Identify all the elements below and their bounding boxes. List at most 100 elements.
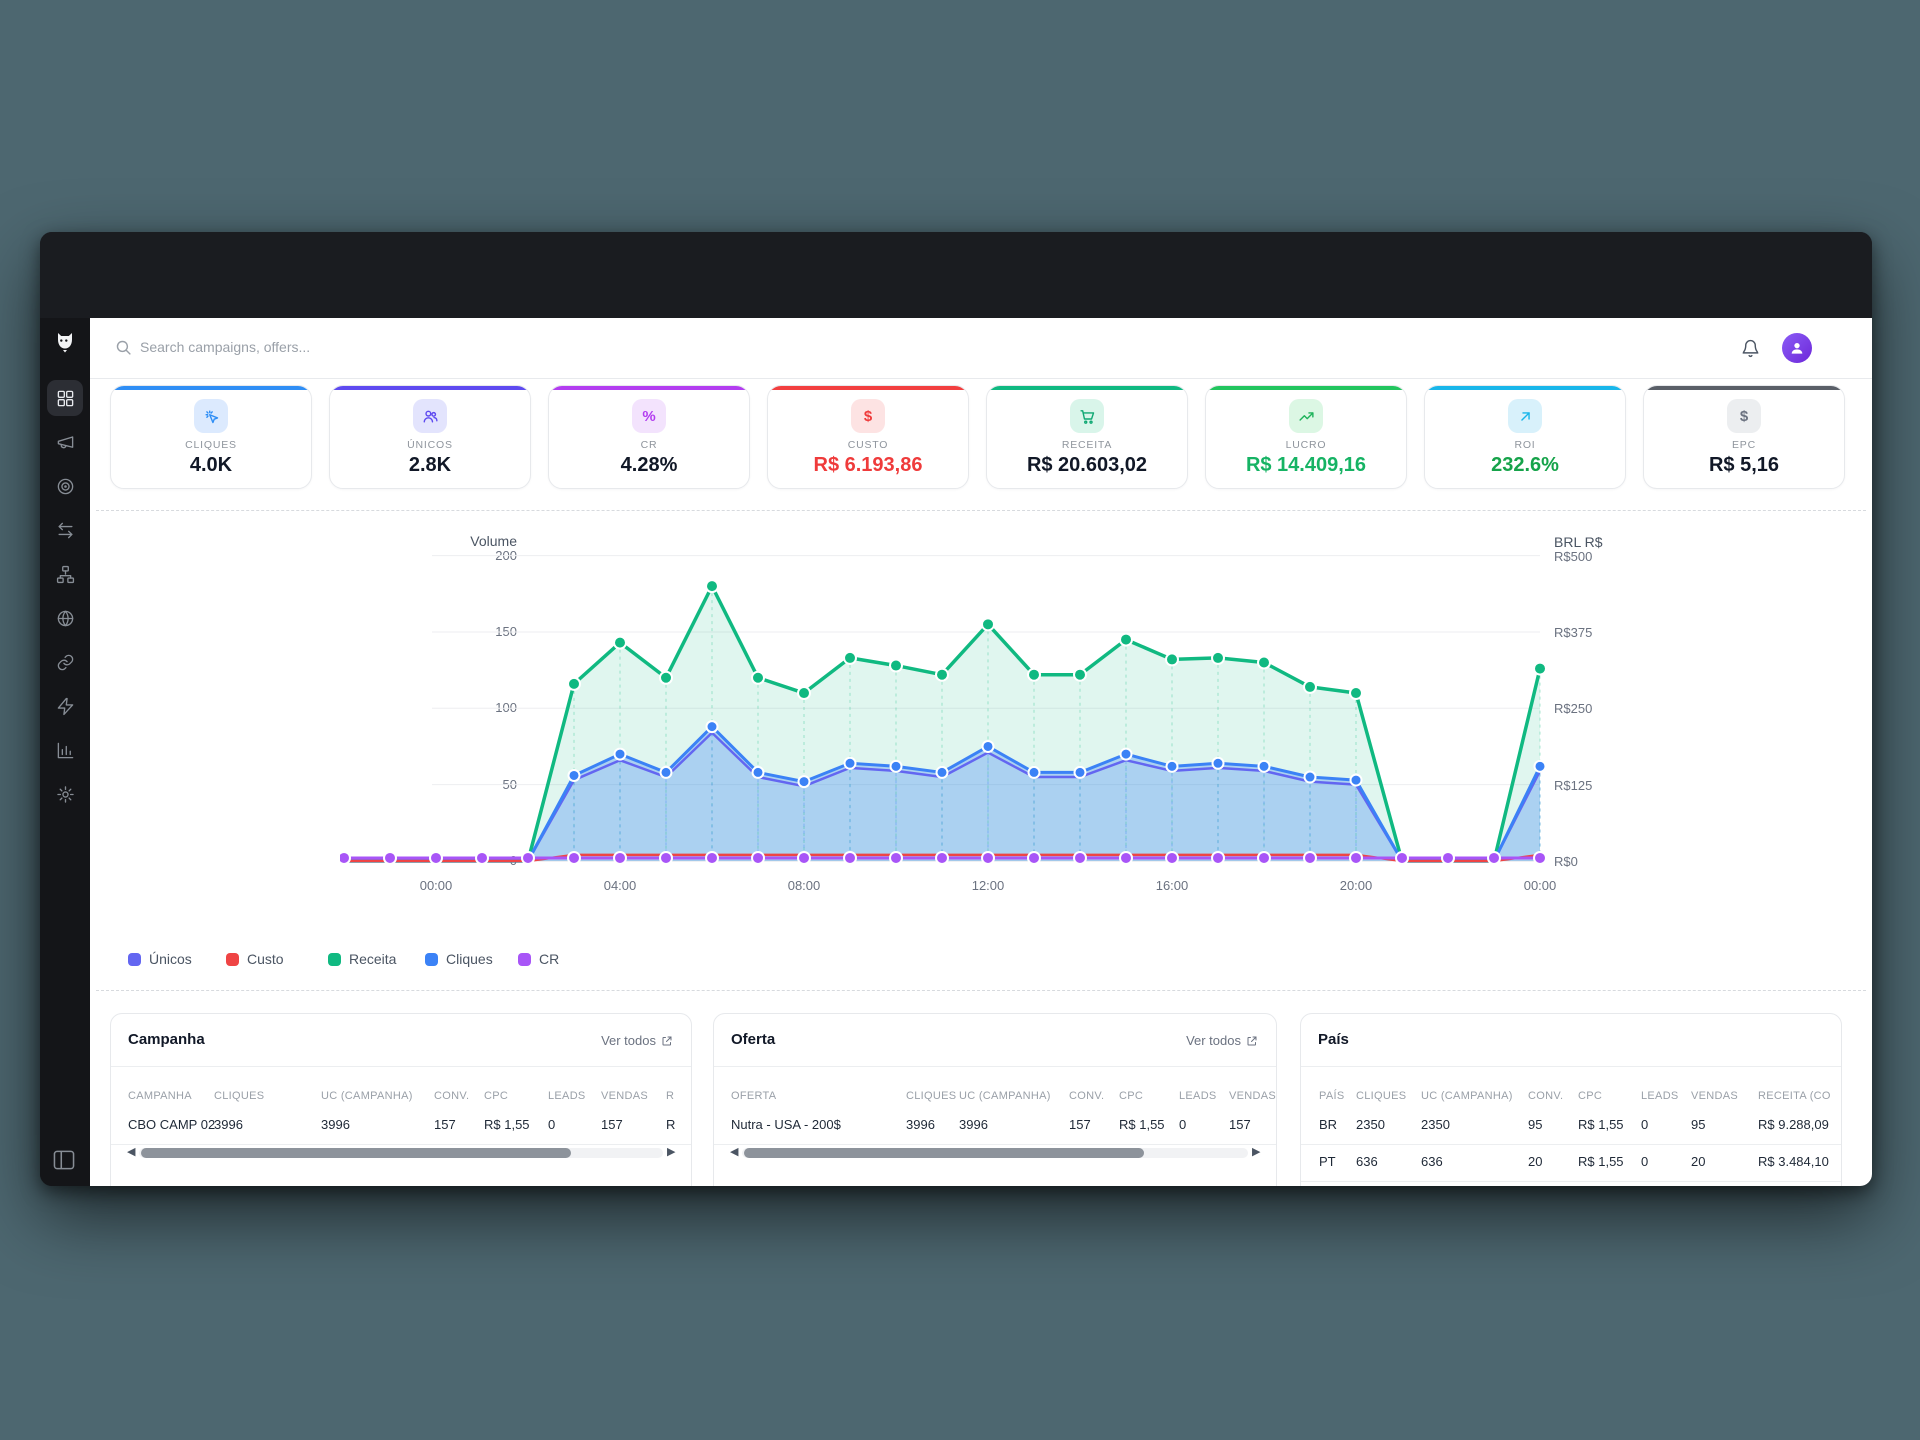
cr-point	[981, 850, 995, 865]
browser-toolbar	[40, 232, 1872, 522]
cliques-point	[613, 747, 627, 761]
sidebar-item-targets[interactable]	[47, 468, 83, 504]
card-accent-bar	[1206, 386, 1406, 390]
table-cell: R$ 1,55	[1578, 1117, 1624, 1132]
column-header: OFERTA	[731, 1090, 777, 1102]
globe-icon	[57, 610, 73, 626]
scroll-left-arrow[interactable]: ◀	[730, 1146, 739, 1158]
column-header: LEADS	[1641, 1090, 1679, 1102]
table-cell: R$ 9.288,09	[1758, 1117, 1829, 1132]
cr-point	[751, 850, 765, 865]
gear-icon	[56, 785, 74, 803]
sidebar-item-settings[interactable]	[47, 776, 83, 812]
card-accent-bar	[330, 386, 530, 390]
external-link-icon	[1247, 1036, 1257, 1045]
section-divider-bottom	[96, 990, 1866, 991]
metric-card-únicos[interactable]: ÚNICOS 2.8K	[329, 385, 531, 489]
receita-point	[1303, 679, 1317, 694]
column-header: LEADS	[548, 1090, 586, 1102]
cliques-point	[1349, 773, 1363, 787]
metric-card-lucro[interactable]: LUCRO R$ 14.409,16	[1205, 385, 1407, 489]
cr-point	[1211, 850, 1225, 865]
scroll-left-arrow[interactable]: ◀	[127, 1146, 136, 1158]
legend-item-cr[interactable]: CR	[518, 949, 559, 969]
column-header: R	[666, 1090, 675, 1102]
card-accent-bar	[111, 386, 311, 390]
cliques-point	[1027, 765, 1041, 779]
table-card-campanha: Campanha Ver todos CAMPANHA CLIQUES UC (CAMP…	[110, 1013, 692, 1186]
table-cell: R$ 3.484,10	[1758, 1154, 1829, 1169]
grid-icon	[57, 390, 73, 406]
table-cell: 95	[1691, 1117, 1706, 1132]
column-header: CPC	[1578, 1090, 1603, 1102]
legend-item-únicos[interactable]: Únicos	[128, 949, 192, 969]
receita-point	[935, 667, 949, 682]
column-header: VENDAS	[1691, 1090, 1739, 1102]
user-avatar[interactable]	[1782, 333, 1812, 363]
x-axis-tick: 04:00	[603, 878, 637, 893]
zap-icon	[57, 697, 73, 715]
card-accent-bar	[987, 386, 1187, 390]
sidebar-item-links[interactable]	[47, 644, 83, 680]
arrow-up-right-icon	[1520, 411, 1530, 421]
ver-todos-link[interactable]: Ver todos	[1186, 1033, 1258, 1048]
column-header: CPC	[484, 1090, 509, 1102]
scroll-right-arrow[interactable]: ▶	[667, 1146, 676, 1158]
metric-card-custo[interactable]: $ CUSTO R$ 6.193,86	[767, 385, 969, 489]
legend-item-custo[interactable]: Custo	[226, 949, 284, 969]
receita-point	[981, 617, 995, 632]
row-divider	[1301, 1144, 1841, 1145]
panel-left-icon[interactable]	[53, 1150, 75, 1170]
receita-point	[1165, 652, 1179, 667]
cr-point	[843, 850, 857, 865]
cliques-point	[1257, 759, 1271, 773]
column-header: PAÍS	[1319, 1090, 1345, 1102]
metric-label: ÚNICOS	[407, 439, 453, 451]
timeseries-chart[interactable]	[340, 545, 1550, 875]
card-icon-chip	[194, 399, 228, 433]
search-input[interactable]: Search campaigns, offers...	[140, 339, 311, 355]
target-icon	[57, 478, 73, 494]
metric-card-epc[interactable]: $ EPC R$ 5,16	[1643, 385, 1845, 489]
table-cell: 2350	[1356, 1117, 1385, 1132]
metric-label: RECEITA	[1061, 439, 1113, 451]
metric-value: R$ 6.193,86	[813, 454, 923, 476]
ver-todos-link[interactable]: Ver todos	[601, 1033, 673, 1048]
metric-label: CUSTO	[847, 439, 889, 451]
cr-point	[475, 850, 489, 865]
cr-point	[935, 850, 949, 865]
cr-point	[1349, 850, 1363, 865]
dollar-icon: $	[863, 407, 873, 425]
table-cell: 20	[1528, 1154, 1543, 1169]
sidebar-item-reports[interactable]	[47, 732, 83, 768]
legend-item-cliques[interactable]: Cliques	[425, 949, 493, 969]
sidebar-item-structure[interactable]	[47, 556, 83, 592]
legend-swatch	[128, 952, 141, 966]
trending-up-icon	[1298, 411, 1314, 421]
h-scrollbar-thumb[interactable]	[744, 1148, 1144, 1158]
x-axis-tick: 12:00	[971, 878, 1005, 893]
legend-item-receita[interactable]: Receita	[328, 949, 396, 969]
metric-card-roi[interactable]: ROI 232.6%	[1424, 385, 1626, 489]
cr-point	[521, 850, 535, 865]
scroll-right-arrow[interactable]: ▶	[1252, 1146, 1261, 1158]
table-title: País	[1318, 1031, 1349, 1048]
metric-label: CR	[640, 439, 658, 451]
metric-card-cliques[interactable]: CLIQUES 4.0K	[110, 385, 312, 489]
sidebar-item-automation[interactable]	[47, 688, 83, 724]
metric-card-receita[interactable]: RECEITA R$ 20.603,02	[986, 385, 1188, 489]
sidebar-item-domains[interactable]	[47, 600, 83, 636]
sidebar-item-transactions[interactable]	[47, 512, 83, 548]
h-scrollbar-thumb[interactable]	[141, 1148, 571, 1158]
sidebar-item-campaigns[interactable]	[47, 424, 83, 460]
metric-value: R$ 14.409,16	[1245, 454, 1367, 476]
cr-point	[1257, 850, 1271, 865]
bell-icon[interactable]	[1741, 338, 1760, 359]
x-axis-tick: 20:00	[1339, 878, 1373, 893]
legend-swatch	[425, 952, 438, 966]
receita-point	[1533, 661, 1547, 676]
sidebar-item-dashboard[interactable]	[47, 380, 83, 416]
table-cell: 95	[1528, 1117, 1543, 1132]
metric-card-cr[interactable]: % CR 4.28%	[548, 385, 750, 489]
cliques-point	[1165, 759, 1179, 773]
